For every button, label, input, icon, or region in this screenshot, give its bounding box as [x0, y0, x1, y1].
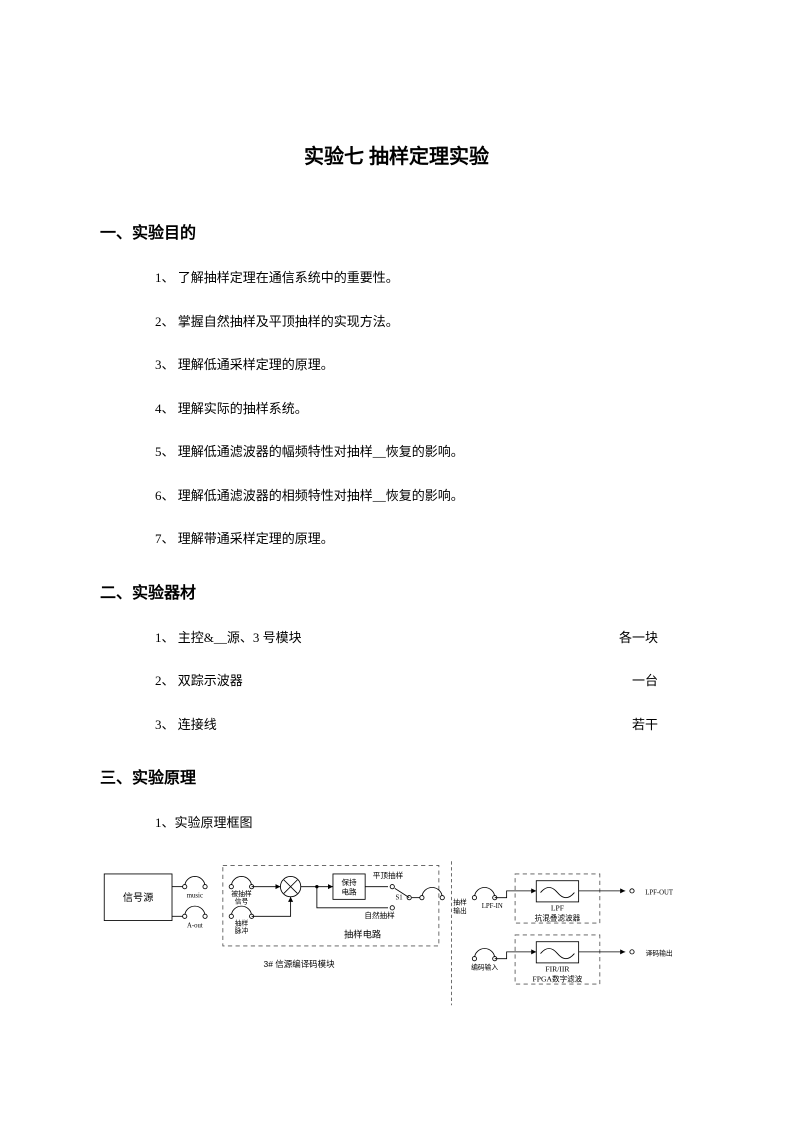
- hold-circuit-label-2: 电路: [341, 886, 357, 896]
- hold-circuit-label-1: 保持: [341, 876, 357, 886]
- list-item: 5、 理解低通滤波器的幅频特性对抽样__恢复的影响。: [155, 442, 693, 462]
- list-item: 4、 理解实际的抽样系统。: [155, 399, 693, 419]
- music-label: music: [187, 892, 203, 899]
- sampled-terminal-left: [229, 884, 233, 888]
- page-title: 实验七 抽样定理实验: [100, 140, 693, 169]
- section-2-heading: 二、实验器材: [100, 579, 693, 603]
- sample-circuit-label: 抽样电路: [344, 928, 382, 940]
- lpf-wave-icon: [541, 887, 575, 897]
- natural-junction: [315, 884, 318, 887]
- diagram-svg: 信号源 music A-out 抽样电路 被抽样 信号 抽样 脉冲: [100, 857, 693, 1009]
- aout-label: A-out: [187, 922, 203, 929]
- flat-top-label: 平顶抽样: [373, 870, 404, 880]
- pulse-terminal-left: [229, 914, 233, 918]
- list-item: 3、 理解低通采样定理的原理。: [155, 355, 693, 375]
- section-3-subtitle-wrap: 1、实验原理框图: [100, 813, 693, 833]
- multiplier-x-icon: [284, 879, 298, 893]
- equipment-row: 3、 连接线 若干: [155, 715, 693, 735]
- sampled-signal-label-1: 被抽样: [231, 888, 252, 897]
- lpf-in-arc: [474, 887, 494, 897]
- sample-output-label-2: 输出: [453, 905, 467, 914]
- equipment-qty: 各一块: [598, 628, 658, 648]
- encode-in-arc: [474, 948, 494, 958]
- decode-out-terminal: [630, 949, 634, 953]
- equipment-qty: 若干: [598, 715, 658, 735]
- wire-to-mult-v: [252, 896, 291, 915]
- music-terminal-right: [203, 884, 207, 888]
- module-label: 3# 信源编译码模块: [264, 959, 336, 969]
- sample-pulse-arc: [231, 906, 251, 916]
- section-1-list: 1、 了解抽样定理在通信系统中的重要性。 2、 掌握自然抽样及平顶抽样的实现方法…: [100, 268, 693, 549]
- encode-input-label: 编码输入: [471, 962, 498, 971]
- lpf-out-label: LPF-OUT: [645, 889, 674, 896]
- sample-out-left: [420, 895, 424, 899]
- equipment-name: 1、 主控&__源、3 号模块: [155, 628, 598, 648]
- s1-top-terminal: [390, 884, 394, 888]
- list-item: 7、 理解带通采样定理的原理。: [155, 529, 693, 549]
- aout-terminal-right: [203, 914, 207, 918]
- sample-output-label-1: 抽样: [453, 897, 467, 906]
- encode-in-left: [472, 956, 476, 960]
- lpf-in-left: [472, 895, 476, 899]
- lpf-label: LPF: [551, 903, 564, 912]
- equipment-qty: 一台: [598, 671, 658, 691]
- fir-iir-label: FIR/IIR: [545, 964, 570, 973]
- sample-pulse-label-1: 抽样: [235, 918, 249, 927]
- s1-bottom-terminal: [390, 905, 394, 909]
- sample-out-right: [440, 895, 444, 899]
- lpf-symbol-box: [536, 880, 578, 901]
- music-arc: [185, 876, 205, 886]
- equipment-row: 1、 主控&__源、3 号模块 各一块: [155, 628, 693, 648]
- fpga-filter-label: FPGA数字滤波: [533, 973, 583, 983]
- signal-source-label: 信号源: [123, 891, 153, 904]
- list-item: 6、 理解低通滤波器的相频特性对抽样__恢复的影响。: [155, 486, 693, 506]
- aout-arc: [185, 906, 205, 916]
- decode-output-label: 译码输出: [646, 948, 673, 957]
- list-item: 1、 了解抽样定理在通信系统中的重要性。: [155, 268, 693, 288]
- fir-symbol-box: [536, 941, 578, 962]
- sample-pulse-label-2: 脉冲: [235, 926, 249, 935]
- section-3-heading: 三、实验原理: [100, 764, 693, 788]
- sampled-signal-label-2: 信号: [235, 896, 249, 905]
- anti-alias-label: 抗混叠滤波器: [535, 912, 581, 922]
- section-1-heading: 一、实验目的: [100, 219, 693, 243]
- section-3-subtitle: 1、实验原理框图: [155, 813, 693, 833]
- list-item: 2、 掌握自然抽样及平顶抽样的实现方法。: [155, 312, 693, 332]
- equipment-name: 3、 连接线: [155, 715, 598, 735]
- sample-circuit-box: [223, 865, 439, 945]
- lpf-in-label: LPF-IN: [482, 902, 503, 909]
- block-diagram: 信号源 music A-out 抽样电路 被抽样 信号 抽样 脉冲: [100, 857, 693, 1014]
- equipment-row: 2、 双踪示波器 一台: [155, 671, 693, 691]
- s1-label: S1: [395, 894, 402, 901]
- aout-terminal-left: [183, 914, 187, 918]
- section-2-list: 1、 主控&__源、3 号模块 各一块 2、 双踪示波器 一台 3、 连接线 若…: [100, 628, 693, 735]
- sampled-signal-arc: [231, 876, 251, 886]
- equipment-name: 2、 双踪示波器: [155, 671, 598, 691]
- natural-sample-label: 自然抽样: [364, 909, 395, 919]
- lpf-out-terminal: [630, 888, 634, 892]
- fir-wave-icon: [541, 948, 575, 958]
- music-terminal-left: [183, 884, 187, 888]
